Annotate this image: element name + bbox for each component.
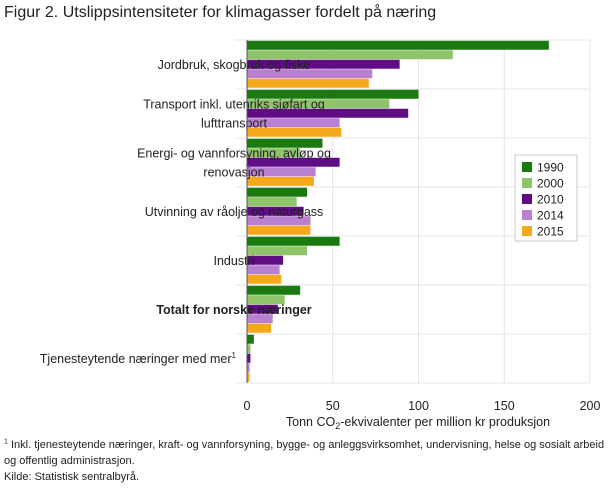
- legend-label-2000: 2000: [537, 177, 564, 191]
- bar-2010: [247, 206, 304, 216]
- legend-swatch-2000: [522, 178, 532, 188]
- bar-1990: [247, 285, 301, 295]
- bars: [247, 40, 549, 382]
- bar-chart: Jordbruk, skogbruk og fiske Transport ink…: [40, 39, 601, 431]
- bar-2015: [247, 127, 342, 137]
- bar-2010: [247, 108, 409, 118]
- category-label: renovasjon: [203, 166, 264, 180]
- bar-2000: [247, 295, 285, 305]
- footnote-text: Inkl. tjenesteytende næringer, kraft- og…: [4, 439, 605, 467]
- bar-2000: [247, 148, 301, 158]
- bar-1990: [247, 334, 254, 344]
- category-label: Transport inkl. utenriks sjøfart og: [143, 98, 325, 112]
- chart-title: Figur 2. Utslippsintensiteter for klimag…: [4, 4, 437, 21]
- bar-2000: [247, 246, 308, 256]
- category-label: Energi- og vannforsyning, avløp og: [137, 147, 331, 161]
- bar-1990: [247, 187, 308, 197]
- bar-2010: [247, 255, 284, 265]
- legend-label-2010: 2010: [537, 193, 564, 207]
- bar-1990: [247, 40, 549, 50]
- x-axis-label-part1: Tonn CO: [286, 415, 336, 429]
- bar-2010: [247, 304, 278, 314]
- bar-2014: [247, 167, 316, 177]
- bar-2000: [247, 99, 390, 109]
- bar-2015: [247, 176, 314, 186]
- legend-swatch-2014: [522, 210, 532, 220]
- bar-2010: [247, 59, 400, 69]
- bar-2015: [247, 274, 282, 284]
- bar-1990: [247, 138, 323, 148]
- bar-2015: [247, 78, 369, 88]
- bar-2010: [247, 157, 340, 167]
- bar-1990: [247, 236, 340, 246]
- x-tick-label: 0: [244, 399, 251, 413]
- bar-2014: [247, 265, 280, 275]
- category-label: lufttransport: [201, 117, 268, 131]
- category-label: Utvinning av råolje og naturgass: [145, 205, 324, 219]
- x-tick-label: 100: [408, 399, 429, 413]
- source-note: Kilde: Statistisk sentralbyrå.: [4, 471, 140, 483]
- grid: [235, 39, 591, 384]
- legend-label-2014: 2014: [537, 209, 564, 223]
- bar-2000: [247, 344, 251, 354]
- x-tick-label: 200: [580, 399, 601, 413]
- bar-2015: [247, 323, 272, 333]
- category-label: Totalt for norske næringer: [156, 303, 311, 317]
- bar-2015: [247, 225, 311, 235]
- bar-2014: [247, 314, 273, 324]
- footnote-marker: 1: [4, 438, 8, 446]
- x-tick-label: 50: [326, 399, 340, 413]
- legend-swatch-1990: [522, 162, 532, 172]
- legend-label-1990: 1990: [537, 161, 564, 175]
- legend: 1990 2000 2010 2014 2015: [514, 154, 578, 242]
- legend-swatch-2010: [522, 194, 532, 204]
- x-axis-label-part2: -ekvivalenter per million kr produksjon: [340, 415, 550, 429]
- bar-2010: [247, 353, 251, 363]
- legend-swatch-2015: [522, 226, 532, 236]
- category-label: Industri: [214, 254, 255, 268]
- footnote: 1 Inkl. tjenesteytende næringer, kraft- …: [4, 437, 608, 469]
- category-label: Jordbruk, skogbruk og fiske: [158, 58, 311, 72]
- bar-2014: [247, 363, 250, 373]
- category-labels: Jordbruk, skogbruk og fiske Transport ink…: [40, 58, 331, 366]
- legend-label-2015: 2015: [537, 225, 564, 239]
- bar-2000: [247, 197, 297, 207]
- bar-1990: [247, 89, 419, 99]
- bar-2014: [247, 216, 311, 226]
- bar-2000: [247, 50, 453, 60]
- x-axis-label-subscript: 2: [335, 421, 340, 431]
- x-tick-labels: 0 50 100 150 200: [244, 399, 601, 413]
- bar-2014: [247, 118, 340, 128]
- x-tick-label: 150: [494, 399, 515, 413]
- bar-2014: [247, 69, 373, 79]
- bar-2015: [247, 372, 250, 382]
- category-label: Tjenesteytende næringer med mer1: [40, 351, 237, 366]
- x-axis-label: Tonn CO2-ekvivalenter per million kr pro…: [286, 415, 550, 431]
